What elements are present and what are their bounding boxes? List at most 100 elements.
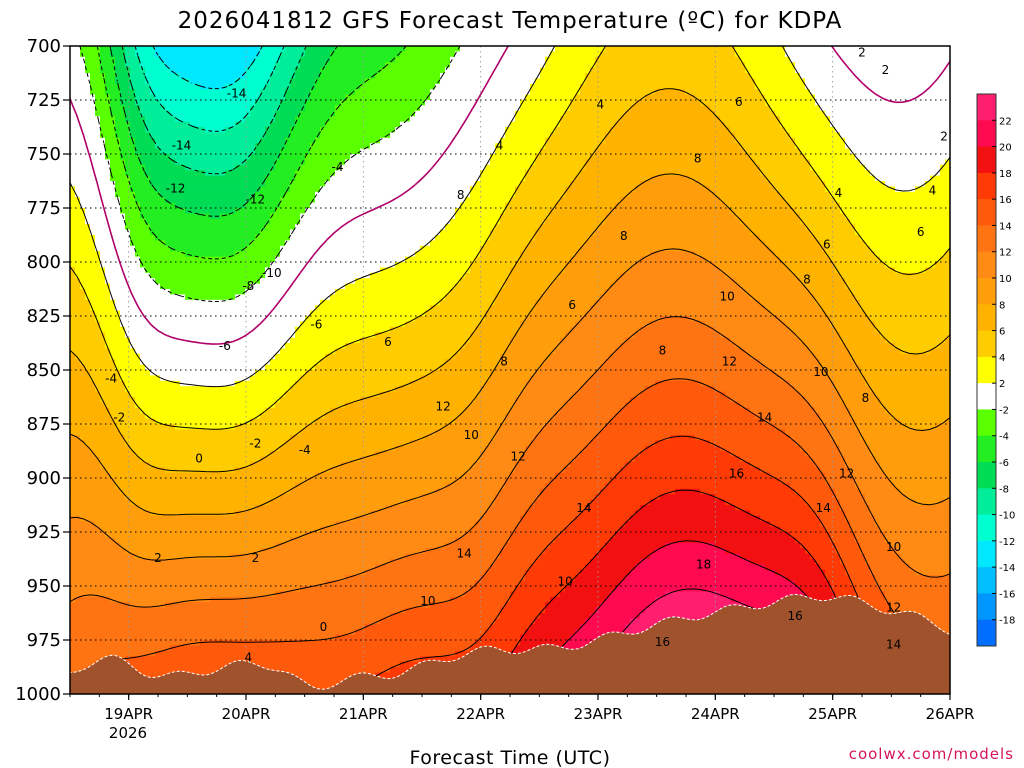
- temperature-cell: [120, 235, 126, 241]
- temperature-cell: [160, 440, 166, 446]
- temperature-cell: [70, 359, 76, 365]
- temperature-cell: [85, 316, 91, 322]
- temperature-cell: [100, 435, 106, 441]
- temperature-cell: [75, 327, 81, 333]
- temperature-cell: [120, 537, 126, 543]
- temperature-cell: [80, 338, 86, 344]
- temperature-cell: [120, 343, 126, 349]
- temperature-cell: [75, 554, 81, 560]
- temperature-cell: [160, 186, 166, 192]
- temperature-cell: [105, 138, 111, 144]
- temperature-cell: [85, 359, 91, 365]
- temperature-cell: [80, 78, 86, 84]
- temperature-cell: [140, 575, 146, 581]
- temperature-cell: [150, 608, 156, 614]
- temperature-cell: [75, 575, 81, 581]
- temperature-cell: [70, 451, 76, 457]
- temperature-cell: [160, 246, 166, 252]
- temperature-cell: [125, 73, 131, 79]
- temperature-cell: [120, 176, 126, 182]
- temperature-cell: [115, 624, 121, 630]
- temperature-cell: [150, 197, 156, 203]
- temperature-cell: [85, 381, 91, 387]
- temperature-cell: [145, 402, 151, 408]
- temperature-cell: [140, 327, 146, 333]
- temperature-cell: [80, 240, 86, 246]
- temperature-cell: [90, 651, 96, 657]
- temperature-cell: [130, 132, 136, 138]
- temperature-cell: [145, 289, 151, 295]
- temperature-cell: [95, 100, 101, 106]
- temperature-cell: [125, 467, 131, 473]
- temperature-cell: [70, 289, 76, 295]
- temperature-cell: [150, 57, 156, 63]
- temperature-cell: [105, 640, 111, 646]
- temperature-cell: [160, 262, 166, 268]
- temperature-cell: [70, 235, 76, 241]
- temperature-cell: [75, 564, 81, 570]
- temperature-cell: [125, 591, 131, 597]
- temperature-cell: [155, 251, 161, 257]
- temperature-cell: [90, 46, 96, 52]
- temperature-cell: [70, 375, 76, 381]
- temperature-cell: [125, 532, 131, 538]
- temperature-cell: [135, 240, 141, 246]
- temperature-cell: [135, 68, 141, 74]
- temperature-cell: [155, 348, 161, 354]
- temperature-cell: [150, 143, 156, 149]
- temperature-cell: [105, 451, 111, 457]
- temperature-cell: [145, 284, 151, 290]
- temperature-cell: [110, 591, 116, 597]
- temperature-cell: [110, 192, 116, 198]
- temperature-cell: [90, 575, 96, 581]
- temperature-cell: [95, 440, 101, 446]
- temperature-cell: [135, 483, 141, 489]
- temperature-cell: [105, 316, 111, 322]
- temperature-cell: [95, 613, 101, 619]
- temperature-cell: [90, 483, 96, 489]
- temperature-cell: [110, 586, 116, 592]
- temperature-cell: [140, 219, 146, 225]
- temperature-cell: [155, 230, 161, 236]
- temperature-cell: [160, 73, 166, 79]
- temperature-cell: [140, 181, 146, 187]
- temperature-cell: [150, 235, 156, 241]
- temperature-cell: [75, 618, 81, 624]
- temperature-cell: [70, 505, 76, 511]
- temperature-cell: [95, 537, 101, 543]
- temperature-cell: [120, 300, 126, 306]
- temperature-cell: [120, 478, 126, 484]
- temperature-cell: [145, 446, 151, 452]
- temperature-cell: [90, 397, 96, 403]
- temperature-cell: [145, 208, 151, 214]
- temperature-cell: [75, 213, 81, 219]
- temperature-cell: [145, 435, 151, 441]
- temperature-cell: [75, 62, 81, 68]
- temperature-cell: [125, 451, 131, 457]
- temperature-cell: [70, 159, 76, 165]
- temperature-cell: [75, 186, 81, 192]
- temperature-cell: [130, 181, 136, 187]
- temperature-cell: [75, 321, 81, 327]
- temperature-cell: [135, 111, 141, 117]
- temperature-cell: [115, 532, 121, 538]
- temperature-cell: [150, 656, 156, 662]
- temperature-cell: [70, 548, 76, 554]
- temperature-cell: [85, 181, 91, 187]
- temperature-cell: [155, 392, 161, 398]
- temperature-cell: [160, 435, 166, 441]
- temperature-cell: [105, 186, 111, 192]
- temperature-cell: [70, 656, 76, 662]
- temperature-cell: [160, 532, 166, 538]
- temperature-cell: [150, 586, 156, 592]
- temperature-cell: [155, 532, 161, 538]
- temperature-cell: [95, 197, 101, 203]
- temperature-cell: [140, 127, 146, 133]
- temperature-cell: [85, 100, 91, 106]
- temperature-cell: [160, 208, 166, 214]
- temperature-cell: [145, 516, 151, 522]
- temperature-cell: [155, 543, 161, 549]
- temperature-cell: [85, 122, 91, 128]
- temperature-cell: [80, 370, 86, 376]
- temperature-cell: [150, 343, 156, 349]
